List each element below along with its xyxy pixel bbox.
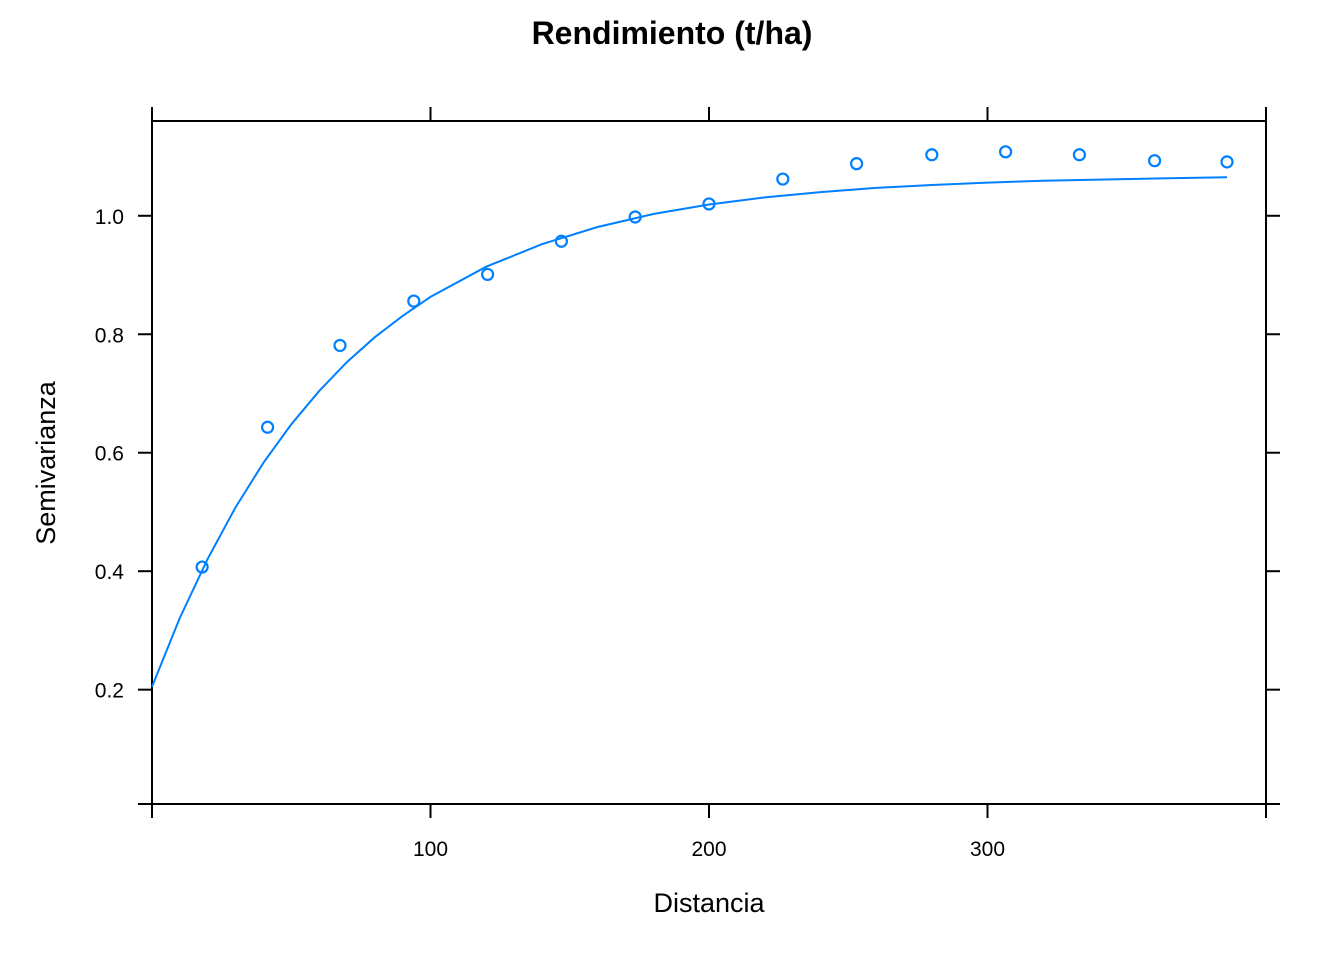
data-point [850, 157, 864, 171]
data-point [195, 560, 209, 574]
x-tick-label: 200 [691, 838, 726, 861]
data-point [407, 294, 421, 308]
y-tick-label: 0.2 [95, 680, 124, 703]
chart-title: Rendimiento (t/ha) [532, 15, 813, 51]
data-point [260, 420, 275, 434]
x-axis: 100 200 300 [151, 107, 1267, 861]
data-point [628, 210, 642, 224]
data-point [1072, 148, 1087, 162]
data-point [925, 148, 939, 162]
y-axis-title: Semivarianza [31, 380, 61, 545]
x-axis-title: Distancia [653, 888, 765, 918]
data-point [480, 267, 495, 282]
data-point [999, 145, 1013, 159]
fitted-model-line [151, 176, 1228, 688]
y-tick-label: 0.8 [95, 324, 124, 347]
data-point [776, 172, 790, 186]
data-point [333, 338, 347, 353]
y-tick-label: 0.4 [95, 561, 125, 584]
y-tick-label: 0.6 [95, 443, 124, 466]
plot-frame [151, 120, 1267, 805]
plot-series [151, 145, 1234, 688]
data-point [554, 234, 568, 248]
y-tick-label: 1.0 [95, 206, 124, 229]
data-point [1147, 154, 1162, 168]
x-tick-label: 300 [970, 838, 1005, 861]
data-point [1220, 155, 1234, 169]
x-tick-label: 100 [413, 838, 448, 861]
y-axis: 0.2 0.4 0.6 0.8 1.0 [95, 206, 1280, 805]
data-point [702, 197, 716, 211]
